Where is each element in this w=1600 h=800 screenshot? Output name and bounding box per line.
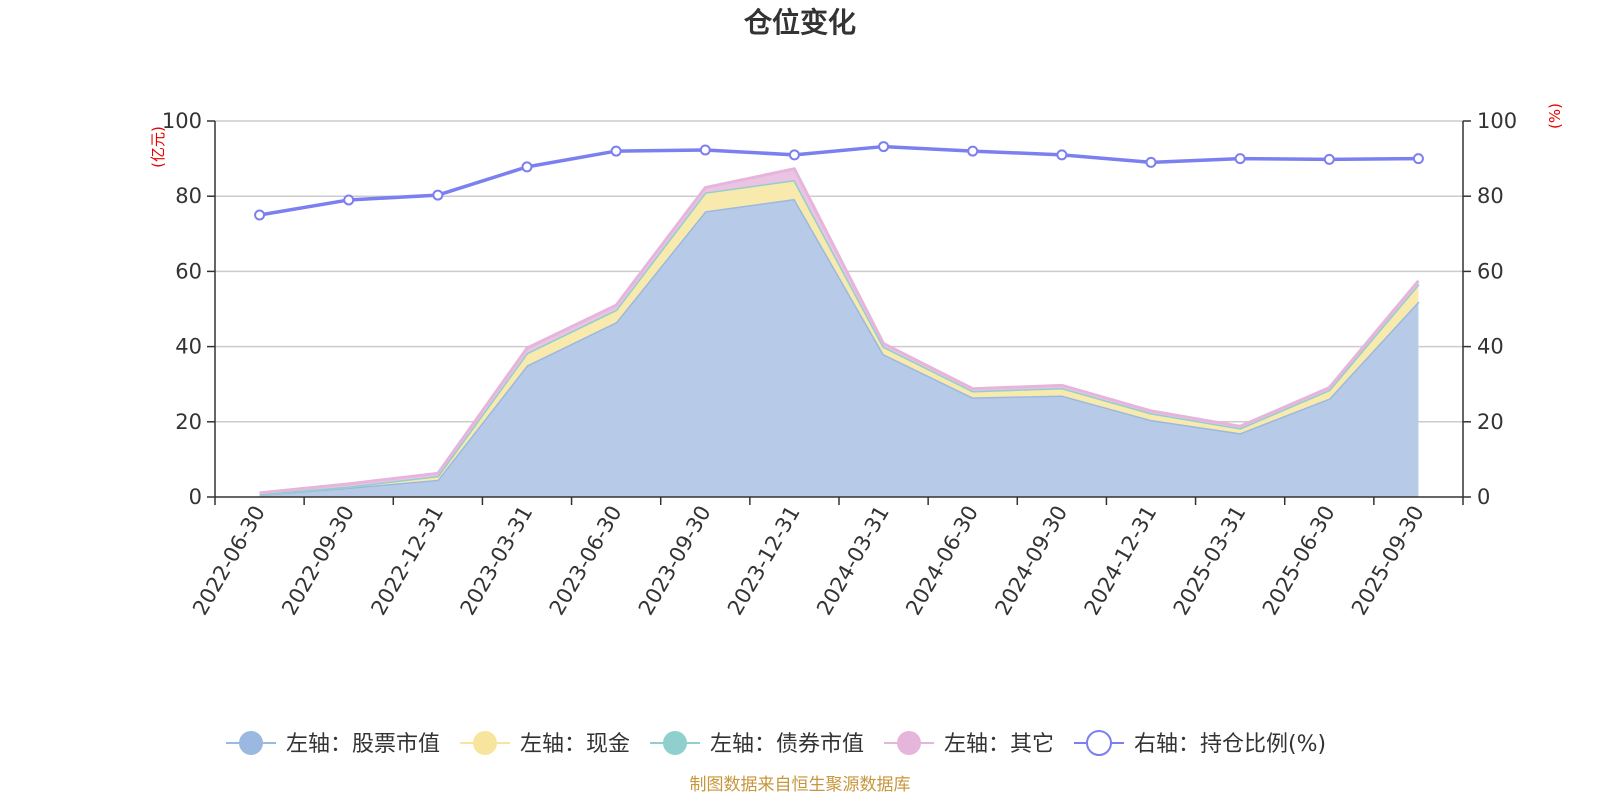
legend-label: 左轴：现金 <box>520 732 630 757</box>
legend-label: 左轴：其它 <box>944 732 1054 757</box>
ratio-point-2023-12-31 <box>788 149 800 161</box>
left-tick-label: 80 <box>175 184 202 208</box>
ratio-line <box>254 141 1424 221</box>
ratio-point-2025-09-30 <box>1412 153 1424 165</box>
x-tick-label: 2024-09-30 <box>990 502 1072 620</box>
x-tick-label: 2023-03-31 <box>456 502 538 620</box>
legend-item-0[interactable]: 左轴：股票市值 <box>226 731 440 757</box>
ratio-point-2023-09-30 <box>699 144 711 156</box>
right-axis-unit: (%) <box>1546 103 1564 129</box>
right-tick-label: 40 <box>1477 335 1504 359</box>
area-edge-3 <box>259 167 1420 495</box>
x-tick-label: 2024-03-31 <box>812 502 894 620</box>
legend-item-2[interactable]: 左轴：债券市值 <box>650 731 864 757</box>
x-tick-label: 2025-06-30 <box>1258 502 1340 620</box>
ratio-point-2022-06-30 <box>254 209 266 221</box>
legend-marker <box>473 731 497 755</box>
ratio-point-2024-06-30 <box>967 145 979 157</box>
legend-item-1[interactable]: 左轴：现金 <box>460 731 630 757</box>
legend-marker <box>1086 730 1112 756</box>
left-tick-label: 0 <box>189 485 202 509</box>
x-tick-label: 2022-09-30 <box>277 502 359 620</box>
x-tick-label: 2024-06-30 <box>901 502 983 620</box>
legend-label: 右轴：持仓比例(%) <box>1134 732 1326 757</box>
ratio-point-2024-09-30 <box>1056 149 1068 161</box>
area-series-0 <box>259 198 1419 497</box>
x-tick-label: 2023-12-31 <box>723 502 805 620</box>
left-tick-label: 60 <box>175 259 202 283</box>
legend-label: 左轴：债券市值 <box>710 732 864 757</box>
x-tick-label: 2024-12-31 <box>1080 502 1162 620</box>
legend-marker <box>897 731 921 755</box>
legend-label: 左轴：股票市值 <box>286 732 440 757</box>
ratio-line-path <box>259 144 1419 217</box>
left-axis-unit: (亿元) <box>149 126 167 168</box>
ratio-point-2023-03-31 <box>521 161 533 173</box>
x-tick-label: 2022-12-31 <box>366 502 448 620</box>
stacked-areas <box>259 167 1420 497</box>
legend-marker <box>663 731 687 755</box>
x-tick-label: 2025-03-31 <box>1169 502 1251 620</box>
ratio-point-2025-06-30 <box>1323 153 1335 165</box>
right-tick-label: 80 <box>1477 184 1504 208</box>
legend: 左轴：股票市值 左轴：现金 左轴：债券市值 左轴：其它 右轴：持仓比例(%) <box>226 730 1326 757</box>
ratio-point-2022-12-31 <box>432 189 444 201</box>
chart-title: 仓位变化 <box>744 6 856 39</box>
x-tick-label: 2023-09-30 <box>634 502 716 620</box>
ratio-point-2024-03-31 <box>878 141 890 153</box>
legend-item-3[interactable]: 左轴：其它 <box>884 731 1054 757</box>
x-tick-label: 2023-06-30 <box>545 502 627 620</box>
ratio-point-2025-03-31 <box>1234 153 1246 165</box>
right-tick-label: 100 <box>1477 109 1517 133</box>
left-tick-label: 20 <box>175 410 202 434</box>
ratio-point-2023-06-30 <box>610 145 622 157</box>
x-tick-label: 2025-09-30 <box>1347 502 1429 620</box>
right-tick-label: 60 <box>1477 259 1504 283</box>
left-tick-label: 40 <box>175 335 202 359</box>
ratio-point-2024-12-31 <box>1145 156 1157 168</box>
legend-marker <box>239 731 263 755</box>
right-tick-label: 0 <box>1477 485 1490 509</box>
left-tick-label: 100 <box>162 109 202 133</box>
right-tick-label: 20 <box>1477 410 1504 434</box>
legend-item-4[interactable]: 右轴：持仓比例(%) <box>1074 730 1326 757</box>
x-tick-label: 2022-06-30 <box>188 502 270 620</box>
ratio-point-2022-09-30 <box>343 194 355 206</box>
source-note: 制图数据来自恒生聚源数据库 <box>690 775 911 795</box>
